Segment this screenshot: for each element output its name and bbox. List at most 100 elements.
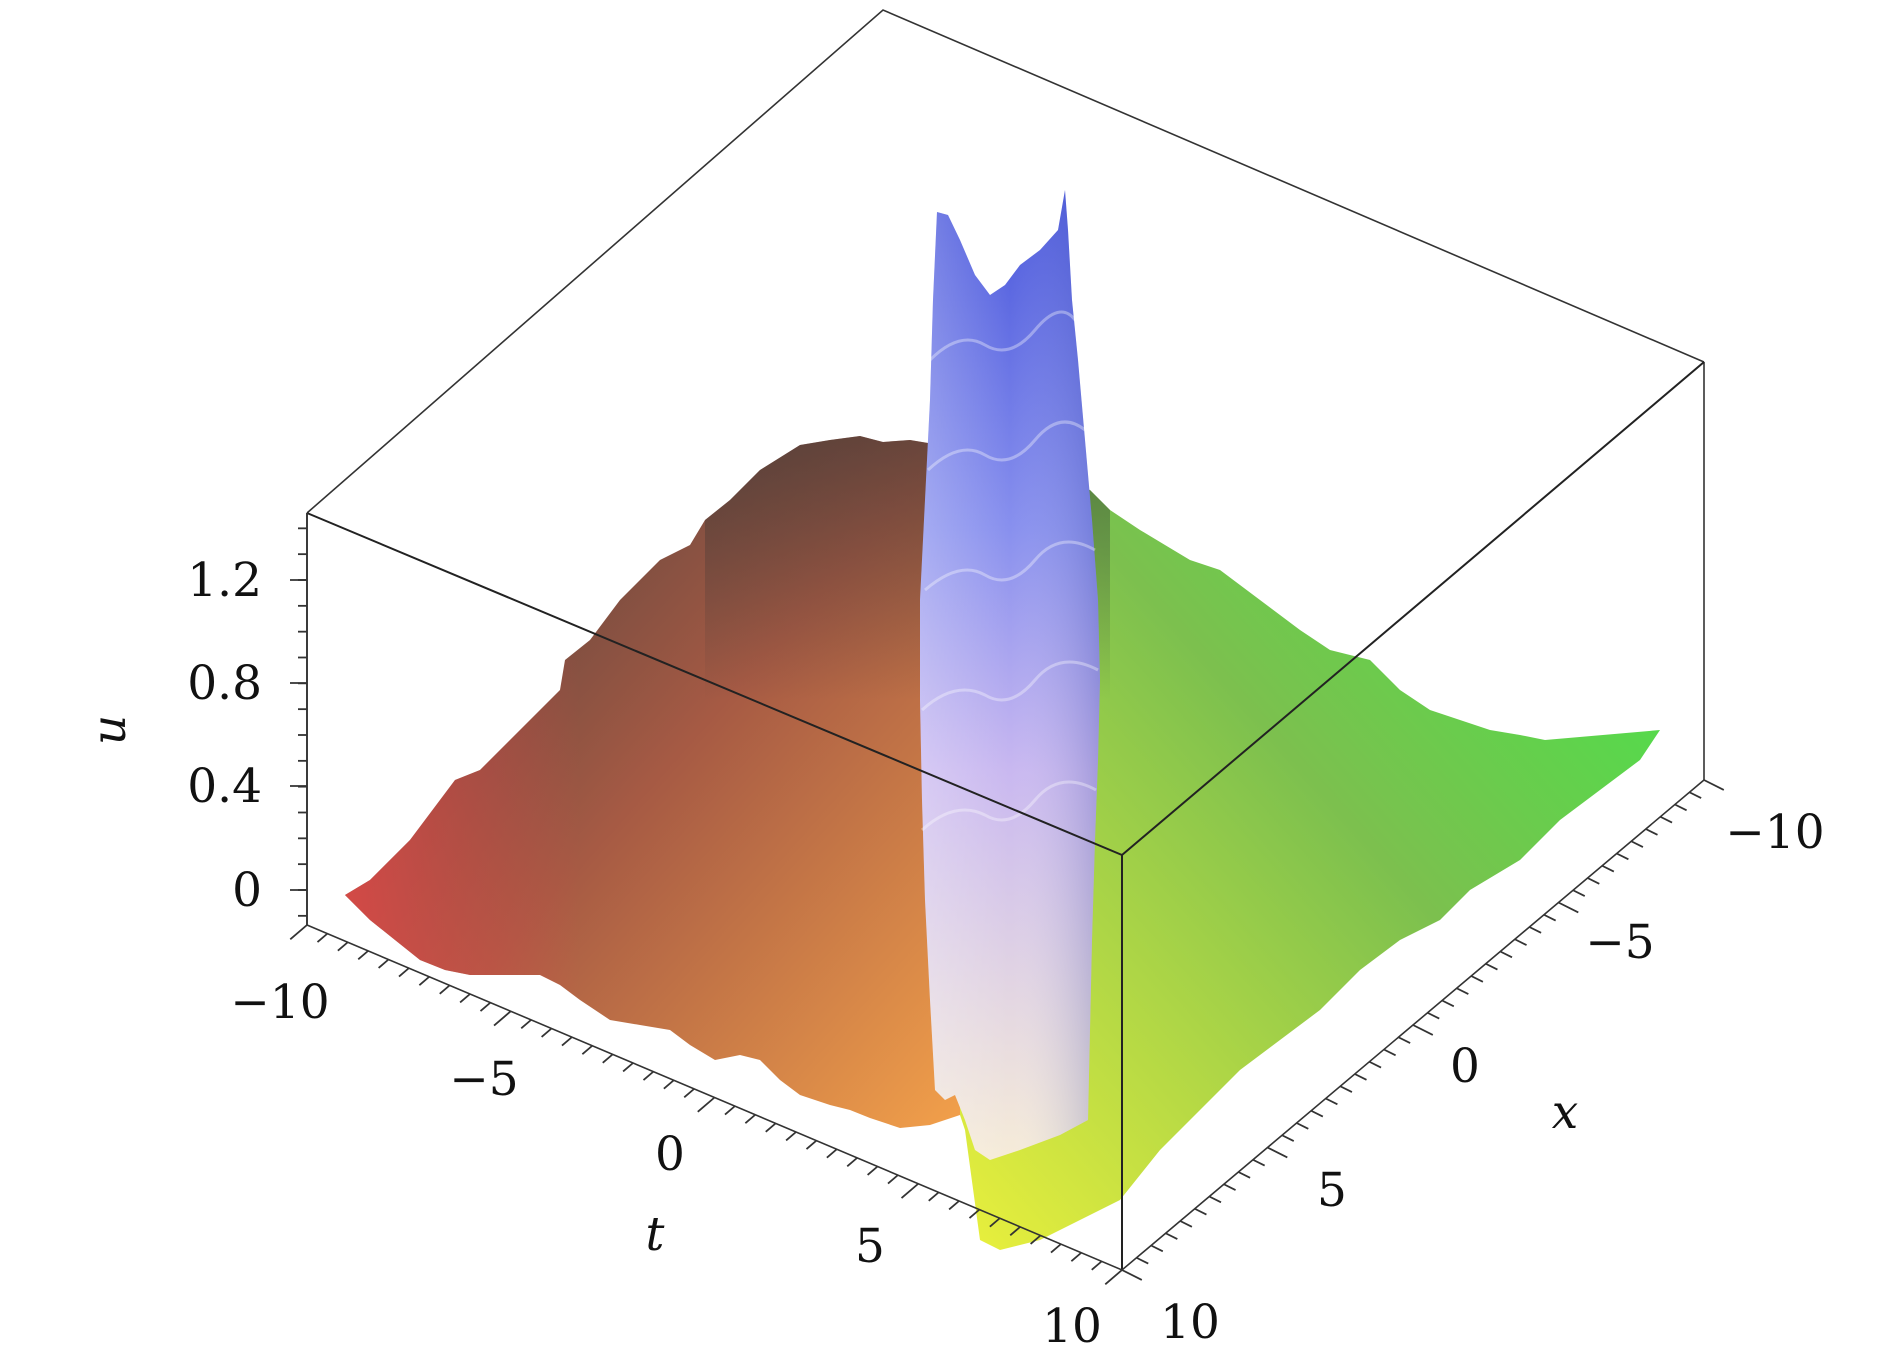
x-minor-tick	[1325, 1097, 1338, 1106]
t-minor-tick	[887, 1174, 899, 1185]
t-tick-label-m10: −10	[230, 975, 329, 1030]
u-axis-minor-ticks	[298, 527, 307, 917]
x-tick-label-m10: −10	[1725, 805, 1824, 860]
x-major-tick	[1703, 779, 1725, 791]
t-minor-tick	[316, 932, 328, 943]
x-tick-label-5: 5	[1317, 1163, 1347, 1218]
t-minor-tick	[357, 950, 369, 961]
t-minor-tick	[785, 1131, 797, 1142]
t-minor-tick	[744, 1114, 756, 1124]
t-minor-tick	[724, 1105, 736, 1116]
u-tick-label-12: 1.2	[187, 553, 262, 608]
t-minor-tick	[948, 1200, 960, 1211]
t-minor-tick	[867, 1165, 879, 1176]
u-tick-label-04: 0.4	[187, 759, 262, 814]
t-tick-label-5: 5	[855, 1219, 885, 1274]
x-minor-tick	[1427, 1011, 1440, 1020]
x-tick-label-0: 0	[1450, 1039, 1480, 1094]
t-minor-tick	[398, 967, 410, 978]
x-tick-label-m5: −5	[1585, 915, 1654, 970]
x-minor-tick	[1237, 1171, 1251, 1179]
t-tick-label-m5: −5	[449, 1052, 518, 1107]
x-minor-tick	[1674, 803, 1688, 812]
x-minor-tick	[1354, 1073, 1367, 1081]
x-minor-tick	[1616, 852, 1629, 861]
x-minor-tick	[1208, 1195, 1222, 1204]
x-minor-tick	[1630, 840, 1644, 848]
x-tick-label-10: 10	[1160, 1295, 1220, 1347]
x-minor-tick	[1543, 913, 1557, 922]
x-minor-tick	[1572, 889, 1586, 897]
x-minor-tick	[1456, 987, 1469, 995]
t-minor-tick	[928, 1191, 940, 1202]
x-minor-tick	[1339, 1085, 1353, 1093]
x-minor-tick	[1281, 1134, 1295, 1142]
surface-right-half	[960, 460, 1660, 1250]
t-minor-tick	[337, 941, 349, 952]
u-axis: 0 0.4 0.8 1.2 u	[82, 513, 308, 925]
x-minor-tick	[1398, 1036, 1411, 1044]
t-minor-tick	[561, 1036, 573, 1047]
x-axis-ticks	[1121, 779, 1725, 1281]
x-minor-tick	[1383, 1048, 1397, 1057]
t-minor-tick	[805, 1139, 817, 1150]
x-minor-tick	[1470, 975, 1484, 983]
x-minor-tick	[1194, 1207, 1207, 1216]
x-axis: −10 −5 0 5 10 x	[1121, 779, 1825, 1347]
x-minor-tick	[1368, 1060, 1382, 1069]
x-minor-tick	[1136, 1256, 1149, 1265]
x-minor-tick	[1485, 962, 1498, 971]
ridge-contours	[920, 310, 1099, 832]
x-minor-tick	[1659, 815, 1673, 824]
t-tick-label-0: 0	[655, 1127, 685, 1182]
t-minor-tick	[663, 1079, 675, 1090]
x-major-tick	[1558, 901, 1579, 914]
t-minor-tick	[846, 1157, 858, 1168]
x-minor-tick	[1310, 1109, 1324, 1118]
t-minor-tick	[1070, 1252, 1082, 1262]
x-minor-tick	[1528, 926, 1542, 934]
t-axis-ticks	[289, 924, 1123, 1285]
x-minor-tick	[1601, 864, 1615, 873]
t-tick-label-10: 10	[1042, 1299, 1102, 1347]
x-minor-tick	[1645, 828, 1658, 836]
t-minor-tick	[1050, 1243, 1062, 1254]
x-minor-tick	[1252, 1158, 1266, 1167]
x-major-tick	[1121, 1269, 1143, 1281]
t-minor-tick	[765, 1122, 777, 1133]
x-major-tick	[1267, 1146, 1288, 1159]
t-minor-tick	[602, 1053, 614, 1064]
t-minor-tick	[968, 1208, 980, 1219]
t-major-tick	[1104, 1269, 1123, 1285]
x-axis-label: x	[1552, 1085, 1579, 1140]
t-minor-tick	[418, 976, 430, 986]
x-minor-tick	[1150, 1244, 1164, 1253]
x-minor-tick	[1165, 1232, 1178, 1240]
t-minor-tick	[989, 1217, 1001, 1228]
t-minor-tick	[378, 958, 390, 969]
x-minor-tick	[1514, 938, 1527, 946]
t-minor-tick	[581, 1045, 593, 1055]
t-minor-tick	[642, 1070, 654, 1081]
t-axis-label: t	[646, 1207, 665, 1262]
t-minor-tick	[826, 1148, 838, 1159]
x-minor-tick	[1499, 950, 1513, 959]
t-minor-tick	[520, 1019, 532, 1030]
u-tick-label-0: 0	[232, 863, 262, 918]
surface	[345, 436, 1660, 1250]
t-minor-tick	[1009, 1226, 1021, 1237]
x-major-tick	[1412, 1024, 1434, 1036]
u-tick-label-08: 0.8	[187, 656, 262, 711]
t-minor-tick	[683, 1088, 695, 1099]
t-minor-tick	[439, 984, 451, 995]
x-minor-tick	[1223, 1183, 1236, 1191]
t-minor-tick	[459, 993, 471, 1004]
x-minor-tick	[1587, 877, 1600, 885]
t-major-tick	[900, 1183, 919, 1199]
u-axis-label: u	[82, 715, 137, 745]
surface-left-edge-tint	[345, 660, 580, 1000]
x-minor-tick	[1296, 1122, 1309, 1130]
t-major-tick	[697, 1096, 716, 1113]
t-minor-tick	[541, 1027, 553, 1038]
